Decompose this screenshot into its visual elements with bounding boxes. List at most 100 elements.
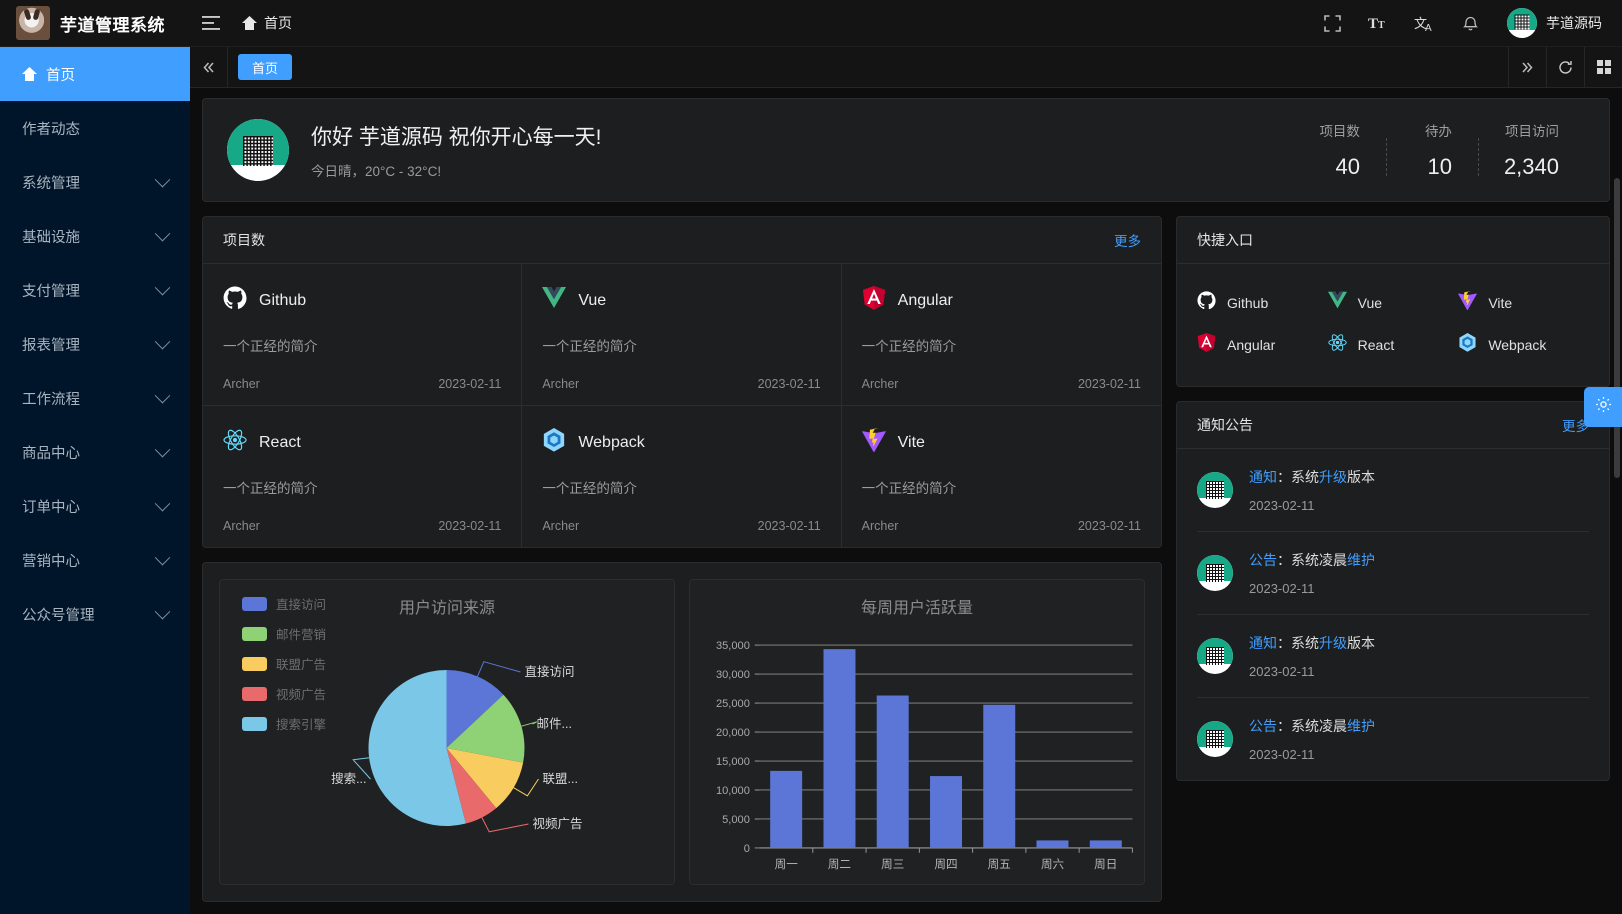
body: 首页 作者动态 系统管理 基础设施 支付管理 报表管理 工作流程 商品中心 订单中心 营销中心 公众…: [0, 46, 1622, 914]
chevron-down-icon: [154, 279, 171, 295]
quick-entry-label: Angular: [1227, 337, 1276, 353]
quick-entry-item[interactable]: Github: [1197, 282, 1328, 324]
sidebar-item-0[interactable]: 首页: [0, 47, 190, 101]
webpack-icon: [542, 428, 566, 457]
pie-slice[interactable]: [368, 670, 466, 826]
refresh-icon[interactable]: [1546, 46, 1584, 88]
sidebar-item-label: 工作流程: [22, 391, 80, 408]
sidebar-item-10[interactable]: 公众号管理: [0, 587, 190, 641]
quick-entry-item[interactable]: Webpack: [1458, 324, 1589, 366]
project-date: 2023-02-11: [438, 377, 502, 391]
y-tick-label: 15,000: [716, 756, 750, 768]
sidebar-item-3[interactable]: 基础设施: [0, 209, 190, 263]
project-name: Angular: [897, 291, 953, 309]
project-card[interactable]: React 一个正经的简介 Archer 2023-02-11: [203, 406, 523, 547]
brand-title: 芋道管理系统: [60, 15, 165, 35]
bar[interactable]: [1089, 840, 1122, 848]
project-header: Github: [223, 286, 501, 315]
tabs-scroll-right-button[interactable]: [1508, 46, 1546, 88]
notice-avatar: [1197, 638, 1233, 674]
sidebar-item-1[interactable]: 作者动态: [0, 101, 190, 155]
notice-item[interactable]: 通知：系统升级版本 2023-02-11: [1197, 449, 1589, 532]
page-scroll-area[interactable]: 你好 芋道源码 祝你开心每一天! 今日晴，20°C - 32°C! 项目数 40 待…: [190, 88, 1622, 914]
sidebar-item-label: 订单中心: [22, 499, 80, 516]
pie-legend-item[interactable]: 邮件营销: [242, 624, 326, 643]
bar[interactable]: [876, 695, 909, 848]
breadcrumb[interactable]: 首页: [232, 0, 302, 47]
vertical-scrollbar[interactable]: [1614, 178, 1620, 478]
banner-text: 你好 芋道源码 祝你开心每一天! 今日晴，20°C - 32°C!: [311, 121, 602, 180]
tabs-scroll-left-button[interactable]: [190, 46, 228, 88]
hamburger-icon[interactable]: [190, 0, 232, 47]
project-card[interactable]: Vue 一个正经的简介 Archer 2023-02-11: [522, 264, 842, 406]
project-card[interactable]: Vite 一个正经的简介 Archer 2023-02-11: [842, 406, 1161, 547]
user-menu[interactable]: 芋道源码: [1495, 8, 1608, 38]
settings-fab[interactable]: [1584, 387, 1622, 427]
sidebar-item-9[interactable]: 营销中心: [0, 533, 190, 587]
project-date: 2023-02-11: [757, 519, 821, 533]
notice-avatar: [1197, 555, 1233, 591]
bar-chart-canvas: 0 5,000 10,000 15,000 20,000 25,000 30,000 35,0…: [716, 640, 1133, 871]
bar[interactable]: [1036, 840, 1069, 848]
quick-entry-title: 快捷入口: [1197, 232, 1253, 248]
pie-slice[interactable]: [446, 670, 504, 748]
legend-swatch: [242, 626, 267, 641]
sidebar-item-6[interactable]: 工作流程: [0, 371, 190, 425]
fullscreen-icon[interactable]: [1311, 0, 1353, 47]
pie-slice-label: 视频广告: [533, 816, 583, 831]
brand[interactable]: 芋道管理系统: [0, 6, 190, 40]
sidebar-item-5[interactable]: 报表管理: [0, 317, 190, 371]
chevron-down-icon: [154, 333, 171, 349]
notice-more-link[interactable]: 更多: [1562, 419, 1589, 434]
quick-entry-item[interactable]: Vue: [1327, 282, 1459, 324]
quick-entry-item[interactable]: React: [1327, 324, 1459, 366]
sidebar-item-2[interactable]: 系统管理: [0, 155, 190, 209]
quick-entry-item[interactable]: Angular: [1197, 324, 1328, 366]
notice-date: 2023-02-11: [1249, 581, 1315, 596]
legend-label: 联盟广告: [276, 658, 327, 672]
font-size-icon[interactable]: T T: [1357, 0, 1399, 47]
notice-content: 通知：系统升级版本 2023-02-11: [1249, 633, 1589, 679]
angular-icon: [1197, 333, 1216, 357]
project-card[interactable]: Github 一个正经的简介 Archer 2023-02-11: [203, 264, 523, 406]
sidebar-item-8[interactable]: 订单中心: [0, 479, 190, 533]
bar[interactable]: [823, 649, 856, 848]
quick-entry-item[interactable]: Vite: [1458, 282, 1589, 324]
pie-slice[interactable]: [446, 748, 497, 824]
pie-legend-item[interactable]: 联盟广告: [242, 654, 326, 673]
sidebar-item-7[interactable]: 商品中心: [0, 425, 190, 479]
bell-icon[interactable]: [1449, 0, 1491, 47]
notice-item[interactable]: 公告：系统凌晨维护 2023-02-11: [1197, 532, 1589, 615]
project-name: Vue: [578, 291, 607, 309]
pie-legend-item[interactable]: 搜索引擎: [242, 714, 326, 733]
project-name: Github: [259, 291, 307, 309]
legend-label: 邮件营销: [276, 628, 327, 642]
notice-item[interactable]: 通知：系统升级版本 2023-02-11: [1197, 615, 1589, 698]
notice-suffix: 版本: [1347, 635, 1375, 651]
tab-home[interactable]: 首页: [238, 54, 293, 80]
project-card[interactable]: Webpack 一个正经的简介 Archer 2023-02-11: [522, 406, 842, 547]
sidebar: 首页 作者动态 系统管理 基础设施 支付管理 报表管理工作流程商品中心订单中心营销中心 公众…: [0, 47, 190, 914]
sidebar-item-4[interactable]: 支付管理: [0, 263, 190, 317]
projects-more-link[interactable]: 更多: [1114, 234, 1141, 249]
pie-slice[interactable]: [446, 694, 525, 763]
bar[interactable]: [770, 770, 803, 848]
quick-entry-label: Vite: [1488, 295, 1513, 311]
project-card[interactable]: Angular 一个正经的简介 Archer 2023-02-11: [841, 264, 1161, 406]
legend-swatch: [242, 596, 267, 611]
pie-slice[interactable]: [446, 748, 524, 809]
bar[interactable]: [930, 776, 963, 848]
project-date: 2023-02-11: [1077, 519, 1141, 533]
bar[interactable]: [983, 704, 1016, 848]
project-footer: Archer 2023-02-11: [223, 377, 501, 391]
legend-swatch: [242, 686, 267, 701]
pie-legend-item[interactable]: 直接访问: [242, 594, 326, 613]
project-header: Vue: [542, 286, 820, 315]
notice-item[interactable]: 公告：系统凌晨维护 2023-02-11: [1197, 698, 1589, 780]
pie-legend-item[interactable]: 视频广告: [242, 684, 326, 703]
grid-icon[interactable]: [1584, 46, 1622, 88]
translate-icon[interactable]: 文 A: [1403, 0, 1445, 47]
notice-content: 公告：系统凌晨维护 2023-02-11: [1249, 716, 1589, 762]
notice-list: 通知：系统升级版本 2023-02-11 公告：系统凌晨维护 2023-02-1…: [1177, 449, 1609, 780]
